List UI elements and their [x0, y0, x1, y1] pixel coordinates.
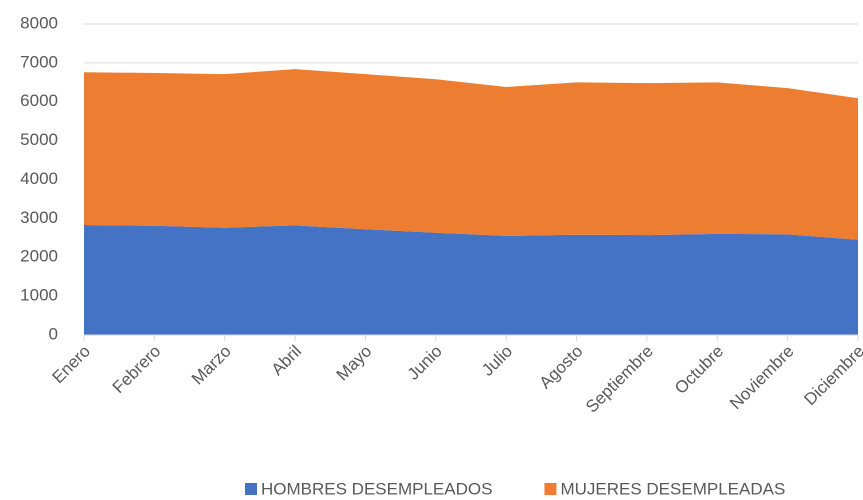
x-tick-label: Enero — [48, 342, 94, 388]
x-tick-label: Octubre — [671, 342, 727, 398]
area — [84, 69, 858, 240]
y-tick-label: 8000 — [20, 13, 58, 32]
x-tick-label: Mayo — [333, 342, 376, 385]
legend-swatch — [245, 483, 257, 495]
x-tick-label: Septiembre — [582, 342, 657, 417]
y-tick-label: 0 — [49, 324, 58, 343]
y-tick-label: 6000 — [20, 91, 58, 110]
area — [84, 224, 858, 335]
x-tick-label: Julio — [478, 342, 516, 380]
y-tick-label: 5000 — [20, 130, 58, 149]
legend-swatch — [544, 483, 557, 495]
x-tick-label: Diciembre — [800, 342, 863, 410]
legend-label: HOMBRES DESEMPLEADOS — [261, 479, 492, 498]
x-tick-label: Noviembre — [726, 342, 798, 414]
x-tick-label: Abril — [268, 342, 305, 379]
legend-label: MUJERES DESEMPLEADAS — [560, 479, 785, 498]
y-tick-label: 7000 — [20, 52, 58, 71]
x-tick-label: Junio — [404, 342, 446, 384]
y-tick-label: 2000 — [20, 247, 58, 266]
x-tick-label: Agosto — [536, 342, 587, 393]
y-tick-label: 4000 — [20, 169, 58, 188]
x-tick-label: Febrero — [109, 342, 165, 398]
y-tick-label: 3000 — [20, 208, 58, 227]
y-tick-label: 1000 — [20, 286, 58, 305]
x-tick-label: Marzo — [188, 342, 235, 389]
